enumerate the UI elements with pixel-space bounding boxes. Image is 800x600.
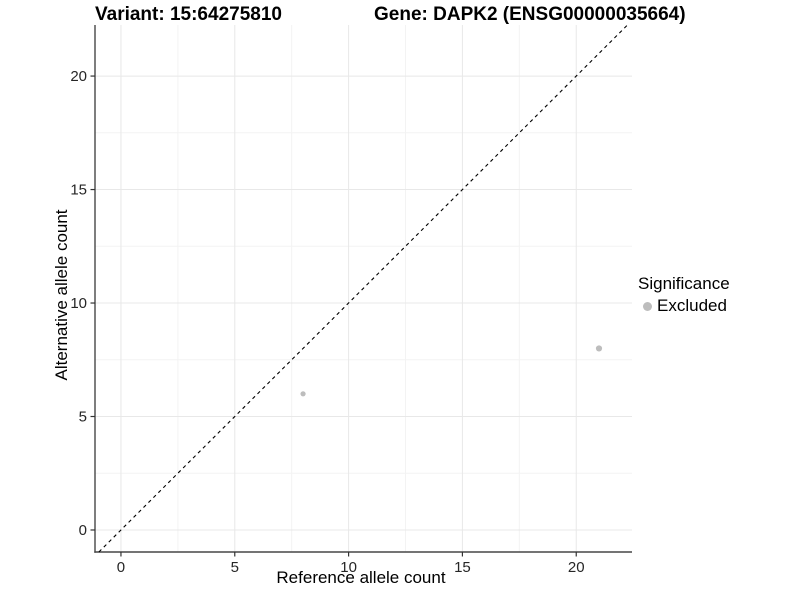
legend: Significance Excluded: [638, 274, 730, 316]
y-axis-tick-label: 5: [79, 409, 87, 426]
x-axis-title: Reference allele count: [276, 568, 445, 587]
major-gridlines: [95, 25, 632, 552]
data-point: [300, 391, 306, 397]
y-axis-tick-label: 20: [70, 68, 87, 85]
y-axis-tick-label: 0: [79, 522, 87, 539]
x-axis-tick-label: 20: [568, 559, 585, 576]
y-axis-tick-label: 15: [70, 182, 87, 199]
x-axis-tick-label: 0: [117, 559, 125, 576]
legend-item-label: Excluded: [657, 296, 727, 315]
plot-title-gene: Gene: DAPK2 (ENSG00000035664): [374, 4, 686, 25]
identity-line: [98, 25, 628, 553]
data-point: [595, 345, 603, 352]
axis-lines: [94, 25, 632, 553]
x-axis-tick-label: 10: [340, 559, 357, 576]
x-axis-tick-label: 15: [454, 559, 471, 576]
y-axis-tick-label: 10: [70, 295, 87, 312]
legend-item-excluded: Excluded: [638, 296, 730, 316]
data-points: [300, 345, 603, 397]
axis-tick-labels: 0 5 10 15 20 0 5 10 15 20: [70, 68, 584, 576]
axis-ticks: [90, 75, 577, 557]
y-axis-title: Alternative allele count: [52, 209, 71, 380]
minor-gridlines: [95, 25, 632, 552]
identity-dashed-line: [98, 25, 628, 553]
legend-key-dot-icon: [643, 301, 652, 311]
legend-title: Significance: [638, 274, 730, 293]
x-axis-tick-label: 5: [231, 559, 239, 576]
plot-title-variant: Variant: 15:64275810: [95, 4, 282, 25]
